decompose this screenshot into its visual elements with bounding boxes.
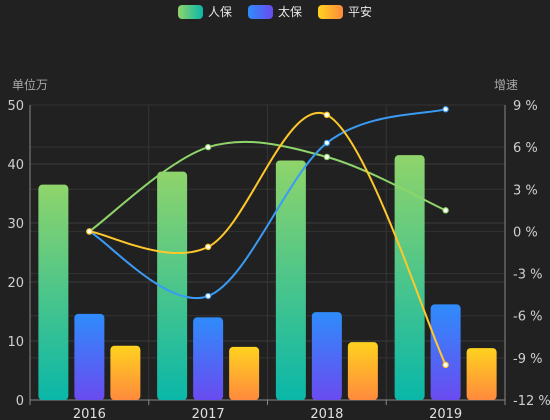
x-tick-label: 2016 bbox=[73, 407, 106, 420]
y2-tick-label: 9 % bbox=[513, 99, 538, 114]
y-tick-label: 40 bbox=[7, 158, 24, 173]
line-point bbox=[204, 143, 212, 151]
legend-item-taibao[interactable]: 太保 bbox=[247, 3, 302, 20]
x-tick-label: 2018 bbox=[310, 407, 343, 420]
y-tick-label: 20 bbox=[7, 276, 24, 291]
line-point bbox=[442, 361, 449, 369]
line-point bbox=[323, 111, 331, 119]
x-tick-label: 2017 bbox=[192, 407, 225, 420]
line-point bbox=[86, 228, 93, 235]
bar bbox=[466, 348, 497, 400]
y2-tick-label: 3 % bbox=[513, 183, 538, 198]
legend: 人保 太保 平安 bbox=[0, 3, 550, 20]
bar bbox=[193, 317, 224, 400]
line-point bbox=[442, 207, 449, 214]
bar bbox=[347, 342, 378, 400]
bar bbox=[394, 155, 425, 400]
line-point bbox=[323, 153, 331, 161]
series-line bbox=[89, 111, 447, 366]
legend-label-taibao: 太保 bbox=[277, 5, 302, 19]
legend-label-pingan: 平安 bbox=[348, 5, 373, 19]
line-point bbox=[323, 139, 331, 147]
legend-item-pingan[interactable]: 平安 bbox=[318, 3, 372, 20]
bar bbox=[38, 184, 69, 400]
bar bbox=[311, 312, 342, 400]
y2-tick-label: -6 % bbox=[513, 310, 542, 325]
bar bbox=[229, 346, 260, 400]
line-point bbox=[204, 243, 212, 251]
y-axis-label: 单位万 bbox=[12, 78, 49, 92]
y2-tick-label: 0 % bbox=[513, 225, 538, 240]
bar bbox=[430, 304, 461, 400]
y2-tick-label: -9 % bbox=[513, 352, 542, 367]
x-tick-label: 2019 bbox=[429, 407, 462, 420]
y2-tick-label: 6 % bbox=[513, 141, 538, 156]
line-point bbox=[204, 292, 212, 300]
bar bbox=[157, 171, 188, 400]
bar bbox=[74, 313, 105, 400]
y-tick-label: 10 bbox=[7, 335, 24, 350]
y2-axis-label: 增速 bbox=[494, 78, 519, 92]
series-line bbox=[88, 108, 446, 300]
legend-label-renbao: 人保 bbox=[207, 5, 232, 19]
legend-swatch-pingan bbox=[318, 4, 343, 19]
legend-item-renbao[interactable]: 人保 bbox=[177, 3, 232, 20]
bar bbox=[275, 160, 306, 400]
series-line bbox=[88, 140, 447, 233]
y-tick-label: 30 bbox=[7, 217, 24, 232]
y-tick-label: 50 bbox=[7, 99, 24, 114]
line-point bbox=[442, 106, 449, 113]
legend-swatch-renbao bbox=[177, 4, 203, 19]
y2-tick-label: -3 % bbox=[513, 268, 542, 283]
bar bbox=[110, 345, 141, 400]
legend-swatch-taibao bbox=[247, 4, 273, 19]
y-tick-label: 0 bbox=[16, 394, 24, 409]
y2-tick-label: -12 % bbox=[513, 394, 550, 409]
